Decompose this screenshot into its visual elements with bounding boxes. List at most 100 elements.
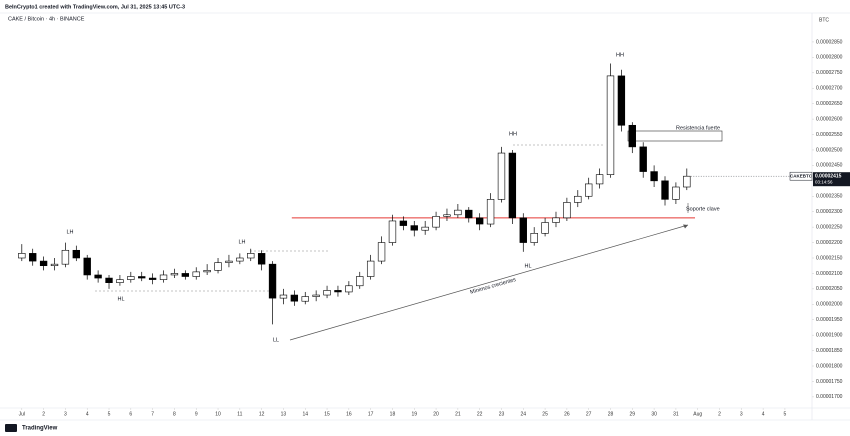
candle-body bbox=[388, 220, 397, 243]
candle-body bbox=[159, 274, 168, 280]
y-tick-label: 0.00001700 bbox=[816, 394, 843, 400]
symbol-label: CAKEBTC bbox=[790, 173, 813, 178]
x-tick-label: 9 bbox=[195, 411, 198, 417]
x-tick-label: 24 bbox=[521, 411, 527, 417]
y-tick-label: 0.00002600 bbox=[816, 116, 843, 122]
footer-logo: TradingView bbox=[22, 426, 58, 432]
candle-body bbox=[356, 276, 364, 287]
annotation: HH bbox=[616, 52, 624, 58]
candle-body bbox=[399, 220, 408, 226]
candle-body bbox=[519, 217, 527, 243]
candle-body bbox=[334, 290, 342, 293]
x-tick-label: 25 bbox=[542, 411, 548, 417]
annotation: LL bbox=[273, 337, 279, 343]
x-tick-label: 23 bbox=[499, 411, 505, 417]
y-tick-label: 0.00001900 bbox=[816, 332, 843, 338]
candle-body bbox=[94, 274, 102, 279]
candle-body bbox=[268, 263, 277, 299]
x-tick-label: 2 bbox=[718, 411, 721, 417]
x-tick-label: Jul bbox=[19, 411, 25, 417]
candle-body bbox=[454, 209, 462, 216]
candle-body bbox=[574, 195, 582, 203]
y-tick-label: 0.00002100 bbox=[816, 271, 843, 277]
y-tick-label: 0.00002150 bbox=[816, 255, 843, 261]
x-tick-label: 30 bbox=[651, 411, 657, 417]
y-tick-label: 0.00002550 bbox=[816, 132, 843, 138]
candle-body bbox=[585, 183, 593, 197]
candle-body bbox=[203, 270, 211, 273]
candle-body bbox=[170, 273, 179, 276]
candle-body bbox=[639, 146, 647, 172]
x-tick-label: 4 bbox=[86, 411, 89, 417]
candle-body bbox=[475, 217, 484, 225]
candle-body bbox=[192, 271, 200, 277]
resistance-box bbox=[627, 130, 723, 142]
annotation: LH bbox=[238, 239, 245, 245]
candle-body bbox=[236, 257, 244, 262]
candle-body bbox=[116, 279, 124, 283]
x-tick-label: 15 bbox=[324, 411, 330, 417]
candle-body bbox=[279, 294, 288, 299]
candle-body bbox=[214, 262, 222, 271]
y-tick-label: 0.00002350 bbox=[816, 194, 843, 200]
x-tick-label: 3 bbox=[64, 411, 67, 417]
candle-body bbox=[148, 277, 157, 280]
candle-body bbox=[257, 253, 266, 265]
candle-body bbox=[672, 186, 680, 200]
x-tick-label: 4 bbox=[762, 411, 765, 417]
last-price-label: 0.00002415 bbox=[815, 174, 842, 180]
candle-body bbox=[345, 285, 353, 293]
x-tick-label: 8 bbox=[173, 411, 176, 417]
candle-body bbox=[497, 152, 506, 200]
x-tick-label: 2 bbox=[42, 411, 45, 417]
y-tick-label: 0.00002200 bbox=[816, 240, 843, 246]
y-tick-label: 0.00002500 bbox=[816, 147, 843, 153]
annotation: Resistencia fuerte bbox=[676, 125, 720, 131]
x-tick-label: 13 bbox=[281, 411, 287, 417]
x-tick-label: 12 bbox=[259, 411, 265, 417]
annotation: HL bbox=[117, 296, 124, 302]
candle-body bbox=[530, 233, 538, 243]
x-tick-label: 20 bbox=[433, 411, 439, 417]
candle-body bbox=[606, 75, 615, 175]
candle-body bbox=[301, 296, 309, 302]
countdown: 03:14:56 bbox=[815, 179, 833, 184]
x-tick-label: 5 bbox=[784, 411, 787, 417]
candle-body bbox=[552, 217, 560, 223]
y-tick-label: 0.00002750 bbox=[816, 70, 843, 76]
x-tick-label: 5 bbox=[108, 411, 111, 417]
candle-body bbox=[486, 199, 495, 225]
x-tick-label: Aug bbox=[693, 411, 702, 417]
candle-body bbox=[465, 209, 473, 219]
currency: BTC bbox=[819, 17, 829, 23]
candle-body bbox=[312, 294, 320, 297]
candle-body bbox=[377, 242, 386, 262]
candle-body bbox=[83, 257, 91, 276]
candle-body bbox=[18, 253, 26, 259]
candle-body bbox=[443, 214, 451, 217]
candle-body bbox=[432, 216, 440, 228]
x-tick-label: 29 bbox=[630, 411, 636, 417]
x-tick-label: 16 bbox=[346, 411, 352, 417]
y-tick-label: 0.00002650 bbox=[816, 101, 843, 107]
y-tick-label: 0.00002000 bbox=[816, 302, 843, 308]
candle-body bbox=[181, 273, 190, 277]
candle-body bbox=[225, 260, 233, 263]
x-tick-label: 11 bbox=[237, 411, 242, 417]
candle-body bbox=[661, 180, 669, 200]
x-tick-label: 31 bbox=[673, 411, 679, 417]
candle-body bbox=[72, 249, 80, 259]
annotation: HL bbox=[524, 263, 531, 269]
y-tick-label: 0.00002050 bbox=[816, 286, 843, 292]
x-tick-label: 10 bbox=[215, 411, 221, 417]
candle-body bbox=[410, 225, 418, 231]
x-tick-label: 7 bbox=[151, 411, 154, 417]
candle-body bbox=[595, 174, 604, 185]
candle-body bbox=[617, 75, 626, 126]
candle-body bbox=[290, 294, 299, 302]
candle-body bbox=[366, 260, 375, 277]
candle-body bbox=[29, 253, 37, 262]
trend-arrow bbox=[683, 224, 688, 229]
candle-body bbox=[650, 171, 658, 182]
